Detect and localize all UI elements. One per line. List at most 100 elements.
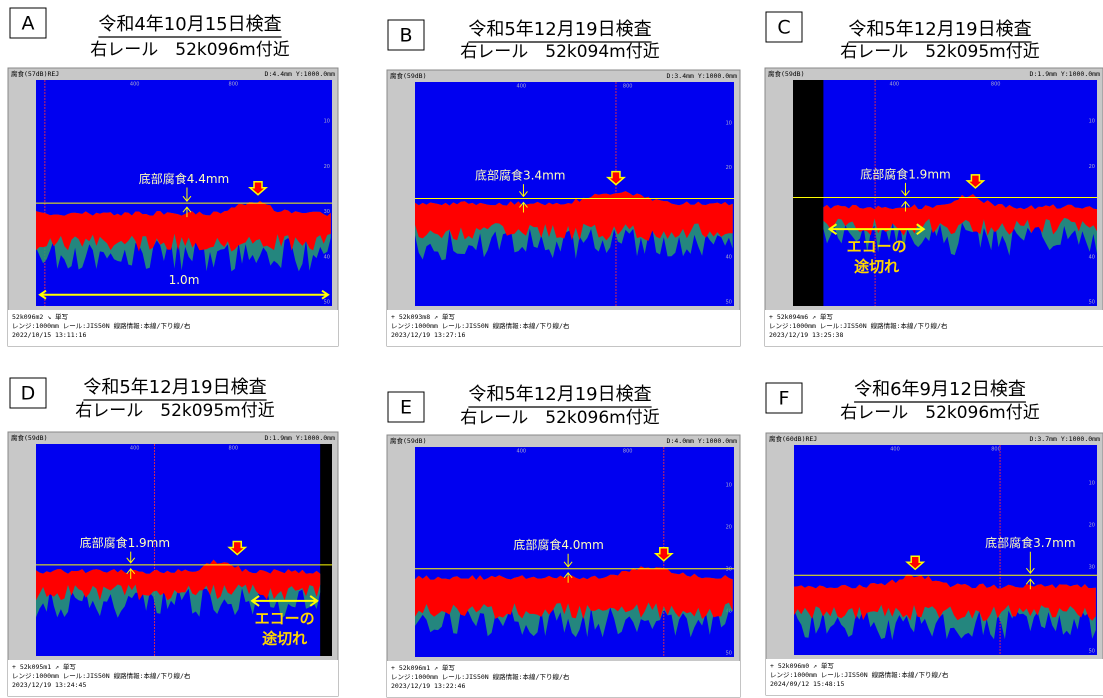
- scan-image: 腐食(59dB)D:1.9mm Y:1000.0mm40080010203040…: [765, 68, 1103, 346]
- footer-line: 2024/09/12 15:48:15: [770, 680, 844, 688]
- panel-label: E: [400, 397, 412, 419]
- scale-right: 50: [1089, 649, 1095, 655]
- scale-right: 20: [1089, 523, 1095, 529]
- scale-top: 800: [991, 447, 1001, 453]
- scale-right: 30: [324, 209, 330, 215]
- scale-right: 50: [1089, 300, 1095, 306]
- header-left: 腐食(59dB): [768, 69, 804, 78]
- plot-area: [36, 80, 332, 306]
- scan-image: 腐食(59dB)D:1.9mm Y:1000.0mm40080010203040…: [8, 432, 338, 696]
- corrosion-label: 底部腐食3.4mm: [475, 168, 565, 183]
- panel-location: 右レール 52k096m付近: [460, 408, 659, 428]
- scale-top: 800: [229, 446, 239, 452]
- footer-line: 2023/12/19 13:24:45: [12, 681, 86, 689]
- footer-line: 2023/12/19 13:25:38: [769, 331, 843, 339]
- footer-line: 52k096m2 ↘ 単写: [12, 312, 68, 321]
- no-signal-strip: [793, 80, 823, 306]
- panel-location: 右レール 52k095m付近: [840, 42, 1039, 62]
- panel-label: B: [399, 25, 412, 47]
- figure: A令和4年10月15日検査右レール 52k096m付近腐食(57dB)REJD:…: [0, 0, 1103, 698]
- echo-gap-label: エコーの: [847, 238, 907, 256]
- scale-right: 50: [726, 300, 732, 306]
- scale-top: 800: [623, 84, 633, 90]
- panel-label: C: [777, 17, 790, 39]
- panel-location: 右レール 52k095m付近: [75, 401, 274, 421]
- header-left: 腐食(60dB)REJ: [769, 434, 817, 443]
- echo-gap-label: 途切れ: [854, 258, 899, 276]
- panel-title: 令和4年10月15日検査: [98, 14, 281, 35]
- scale-top: 800: [623, 449, 633, 455]
- footer-line: + 52k095m1 ↗ 単写: [12, 662, 76, 671]
- footer-line: + 52k094m6 ↗ 単写: [769, 312, 833, 321]
- corrosion-label: 底部腐食4.0mm: [513, 537, 603, 552]
- scale-top: 400: [517, 449, 527, 455]
- scale-right: 10: [1089, 481, 1095, 487]
- distance-label: 1.0m: [169, 273, 200, 287]
- scale-right: 10: [726, 120, 732, 126]
- panel-location: 右レール 52k094m付近: [460, 42, 659, 62]
- panel-label: D: [21, 383, 36, 405]
- footer-line: 2022/10/15 13:11:16: [12, 331, 86, 339]
- panel: A 令和4年10月15日検査右レール 52k096m付近腐食(57dB)REJ D:…: [8, 8, 338, 346]
- panel-label: F: [779, 388, 790, 410]
- scale-right: 10: [726, 483, 732, 489]
- plot-area: [793, 80, 1097, 306]
- header-right: D:1.9mm Y:1000.0mm: [1030, 70, 1101, 78]
- footer-line: + 52k096m0 ↗ 単写: [770, 661, 834, 670]
- header-left: 腐食(59dB): [11, 433, 47, 442]
- header-left: 腐食(59dB): [390, 71, 426, 80]
- echo-gap-label: 途切れ: [262, 629, 307, 647]
- footer-line: 2023/12/19 13:27:16: [391, 331, 465, 339]
- header-left: 腐食(59dB): [390, 436, 426, 445]
- header-right: D:1.9mm Y:1000.0mm: [265, 434, 336, 442]
- panel-title: 令和5年12月19日検査: [468, 384, 651, 405]
- scale-top: 800: [229, 82, 239, 88]
- no-signal-strip: [320, 444, 332, 656]
- header-right: D:4.4mm Y:1000.0mm: [265, 70, 336, 78]
- footer-line: レンジ:1000mm レール:JIS50N 線路情報:本線/下り線/右: [12, 321, 191, 330]
- corrosion-label: 底部腐食4.4mm: [139, 171, 229, 186]
- scale-top: 400: [130, 82, 140, 88]
- scale-top: 400: [130, 446, 140, 452]
- scale-right: 30: [726, 567, 732, 573]
- corrosion-label: 底部腐食3.7mm: [985, 535, 1075, 550]
- echo-gap-label: エコーの: [255, 609, 315, 627]
- scale-right: 20: [1089, 164, 1095, 170]
- scale-right: 10: [1089, 119, 1095, 125]
- scale-right: 40: [324, 254, 330, 260]
- corrosion-label: 底部腐食1.9mm: [80, 535, 170, 550]
- scan-image: 腐食(60dB)REJD:3.7mm Y:1000.0mm40080010203…: [766, 433, 1103, 695]
- scale-top: 400: [890, 447, 900, 453]
- scale-right: 40: [726, 255, 732, 261]
- panel-title: 令和5年12月19日検査: [848, 19, 1031, 40]
- scale-right: 20: [324, 164, 330, 170]
- scale-right: 20: [726, 525, 732, 531]
- panel-title: 令和5年12月19日検査: [468, 19, 651, 40]
- footer-line: + 52k096m1 ↗ 単写: [391, 663, 455, 672]
- scan-image: 腐食(59dB)D:3.4mm Y:1000.0mm40080010203040…: [387, 70, 740, 346]
- footer-line: レンジ:1000mm レール:JIS50N 線路情報:本線/下り線/右: [770, 670, 949, 679]
- header-left: 腐食(57dB)REJ: [11, 69, 59, 78]
- plot-area: [415, 82, 734, 306]
- scale-right: 40: [1089, 254, 1095, 260]
- footer-line: + 52k093m8 ↗ 単写: [391, 312, 455, 321]
- scale-right: 50: [726, 651, 732, 657]
- scale-right: 30: [1089, 565, 1095, 571]
- scale-right: 20: [726, 165, 732, 171]
- corrosion-label: 底部腐食1.9mm: [860, 166, 950, 181]
- scale-top: 800: [991, 82, 1001, 88]
- header-right: D:4.0mm Y:1000.0mm: [667, 437, 738, 445]
- panel-location: 右レール 52k096m付近: [90, 40, 289, 60]
- panel-title: 令和6年9月12日検査: [854, 379, 1026, 400]
- scale-right: 50: [324, 300, 330, 306]
- footer-line: レンジ:1000mm レール:JIS50N 線路情報:本線/下り線/右: [391, 321, 570, 330]
- panel-label: A: [22, 13, 35, 35]
- scale-top: 400: [517, 84, 527, 90]
